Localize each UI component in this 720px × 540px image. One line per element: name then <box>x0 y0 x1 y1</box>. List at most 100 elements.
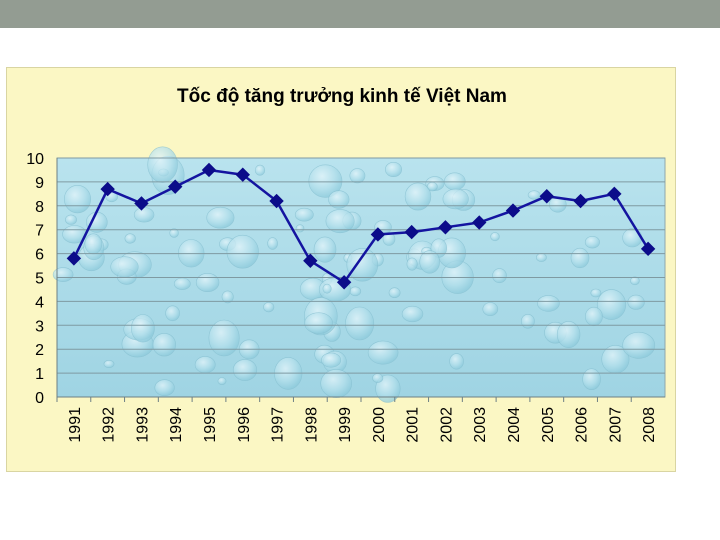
water-drop <box>443 172 466 191</box>
water-drop <box>622 331 656 359</box>
y-tick-label: 2 <box>35 342 44 359</box>
water-drop <box>263 302 275 313</box>
water-drop <box>110 256 139 278</box>
water-drop <box>349 168 366 184</box>
y-tick-label: 8 <box>35 199 44 216</box>
water-drop <box>630 276 640 286</box>
data-point-marker <box>100 181 115 197</box>
water-drop <box>406 257 418 271</box>
x-tick-label: 2003 <box>472 407 489 443</box>
water-drop <box>195 273 220 293</box>
water-drop <box>65 214 77 225</box>
water-drop <box>165 305 180 322</box>
x-tick-label: 2002 <box>438 407 455 443</box>
data-point-marker <box>472 215 487 230</box>
water-drop <box>294 207 314 222</box>
water-drop <box>63 185 91 214</box>
water-drop <box>536 253 547 262</box>
water-drop <box>221 290 234 304</box>
x-tick-label: 1993 <box>134 407 151 443</box>
water-drop <box>590 288 602 298</box>
x-tick-label: 1991 <box>67 407 84 443</box>
water-drop <box>308 164 343 198</box>
water-drop <box>304 312 333 334</box>
water-drop <box>206 206 235 229</box>
y-tick-label: 9 <box>35 175 44 192</box>
x-tick-label: 1996 <box>236 407 253 443</box>
header-bar <box>0 0 720 28</box>
water-drop <box>154 379 175 397</box>
water-drop <box>313 236 337 263</box>
data-point-marker <box>168 179 183 194</box>
water-drop <box>320 369 353 398</box>
water-drop <box>596 289 627 320</box>
water-drop <box>328 190 350 209</box>
water-drop <box>130 314 155 343</box>
data-point-marker <box>235 167 250 182</box>
series-growth-rate <box>66 162 656 290</box>
water-drop <box>482 302 499 316</box>
water-drop <box>173 277 191 290</box>
data-point-marker <box>336 275 352 290</box>
water-drop <box>584 236 600 249</box>
water-drop <box>254 164 266 176</box>
data-point-marker <box>201 162 217 178</box>
water-drop <box>169 228 179 238</box>
water-drop <box>194 356 216 374</box>
water-drop <box>147 146 178 183</box>
water-drop <box>449 353 464 370</box>
x-tick-label: 1995 <box>202 407 219 443</box>
y-tick-label: 4 <box>35 294 44 311</box>
water-drop <box>103 359 115 368</box>
water-drop <box>208 319 240 357</box>
y-tick-label: 5 <box>35 271 44 288</box>
water-drop <box>585 306 603 327</box>
water-drop <box>226 234 259 269</box>
water-drop <box>124 233 136 244</box>
x-tick-label: 2005 <box>540 407 557 443</box>
water-drop <box>345 306 375 341</box>
water-drop <box>346 248 379 282</box>
water-drop <box>84 233 103 255</box>
data-point-marker <box>640 241 656 257</box>
x-tick-label: 2007 <box>607 407 624 443</box>
x-tick-label: 2004 <box>506 407 523 443</box>
x-tick-label: 1997 <box>270 407 287 443</box>
water-drop <box>52 267 74 282</box>
chart-title: Tốc độ tăng trưởng kinh tế Việt Nam <box>177 86 507 107</box>
data-point-marker <box>607 186 622 202</box>
data-point-marker <box>505 203 521 218</box>
data-point-marker <box>539 189 554 204</box>
chart-container: Tốc độ tăng trưởng kinh tế Việt Nam 0 1 2 3… <box>6 67 676 472</box>
water-drop <box>570 247 590 269</box>
water-drop <box>401 305 424 323</box>
y-tick-label: 7 <box>35 223 44 240</box>
x-tick-label: 1994 <box>168 407 185 443</box>
y-tick-label: 10 <box>26 151 44 168</box>
x-tick-label: 1998 <box>303 407 320 443</box>
data-point-marker <box>573 193 588 209</box>
water-drop <box>372 373 384 383</box>
data-point-marker <box>269 193 284 209</box>
water-drop <box>367 340 399 365</box>
data-point-marker <box>404 224 419 240</box>
water-drop <box>384 162 402 178</box>
x-tick-label: 1992 <box>101 407 118 443</box>
x-axis-ticks: 1991 1992 1993 1994 1995 1996 1997 1998 1999 2000… <box>56 397 658 443</box>
water-drop <box>521 314 535 329</box>
water-drop <box>388 287 401 298</box>
water-drop <box>404 182 432 211</box>
water-drop <box>627 294 645 310</box>
x-tick-label: 2000 <box>371 407 388 443</box>
data-point-marker <box>134 196 149 211</box>
water-drop <box>217 377 227 385</box>
y-tick-label: 0 <box>35 390 44 407</box>
water-drop <box>295 224 305 233</box>
water-drop <box>490 232 500 242</box>
water-drop <box>527 190 541 200</box>
water-drop <box>349 286 362 297</box>
water-drop <box>442 188 469 210</box>
water-drop <box>322 283 332 294</box>
water-drop <box>375 374 401 403</box>
